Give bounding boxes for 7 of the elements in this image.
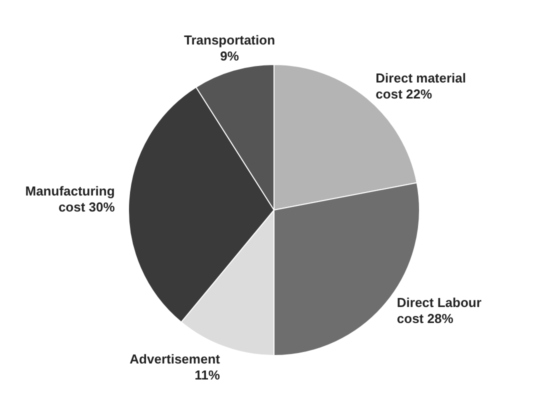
- slice-label: Direct Labour cost 28%: [396, 295, 482, 326]
- slice-label: Direct material cost 22%: [376, 70, 466, 102]
- slice-label: Manufacturing cost 30%: [25, 184, 116, 215]
- slice-label: Advertisement: [130, 352, 221, 367]
- slice-label: Transportation: [184, 32, 276, 48]
- data-label: 9%: [220, 48, 240, 64]
- data-label: 11%: [194, 368, 220, 383]
